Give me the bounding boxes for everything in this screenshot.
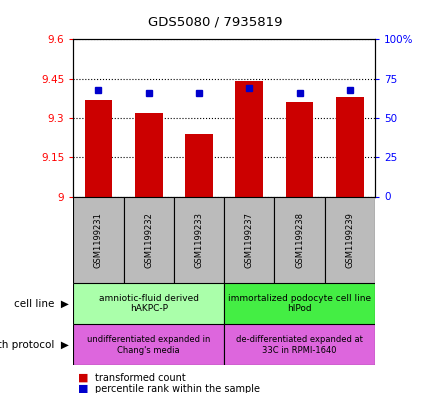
Text: amniotic-fluid derived
hAKPC-P: amniotic-fluid derived hAKPC-P — [98, 294, 198, 313]
Bar — [73, 283, 224, 324]
Bar — [185, 134, 212, 196]
Bar — [235, 81, 262, 196]
Text: transformed count: transformed count — [95, 373, 185, 383]
Bar — [73, 324, 224, 365]
Bar — [135, 113, 162, 196]
Bar — [285, 102, 313, 196]
Bar — [84, 99, 112, 196]
Text: GDS5080 / 7935819: GDS5080 / 7935819 — [148, 16, 282, 29]
Text: undifferentiated expanded in
Chang's media: undifferentiated expanded in Chang's med… — [87, 335, 210, 354]
Text: GSM1199238: GSM1199238 — [295, 212, 303, 268]
Bar — [173, 196, 224, 283]
Text: ■: ■ — [77, 384, 88, 393]
Text: GSM1199231: GSM1199231 — [94, 212, 103, 268]
Bar — [224, 324, 374, 365]
Text: percentile rank within the sample: percentile rank within the sample — [95, 384, 259, 393]
Bar — [324, 196, 374, 283]
Bar — [224, 283, 374, 324]
Text: GSM1199237: GSM1199237 — [244, 212, 253, 268]
Text: GSM1199239: GSM1199239 — [344, 212, 353, 268]
Bar — [335, 97, 363, 196]
Text: de-differentiated expanded at
33C in RPMI-1640: de-differentiated expanded at 33C in RPM… — [236, 335, 362, 354]
Text: ■: ■ — [77, 373, 88, 383]
Bar — [73, 196, 123, 283]
Text: immortalized podocyte cell line
hIPod: immortalized podocyte cell line hIPod — [227, 294, 370, 313]
Text: GSM1199233: GSM1199233 — [194, 212, 203, 268]
Bar — [123, 196, 173, 283]
Text: cell line  ▶: cell line ▶ — [14, 299, 69, 309]
Text: GSM1199232: GSM1199232 — [144, 212, 153, 268]
Bar — [274, 196, 324, 283]
Bar — [224, 196, 274, 283]
Text: growth protocol  ▶: growth protocol ▶ — [0, 340, 69, 350]
